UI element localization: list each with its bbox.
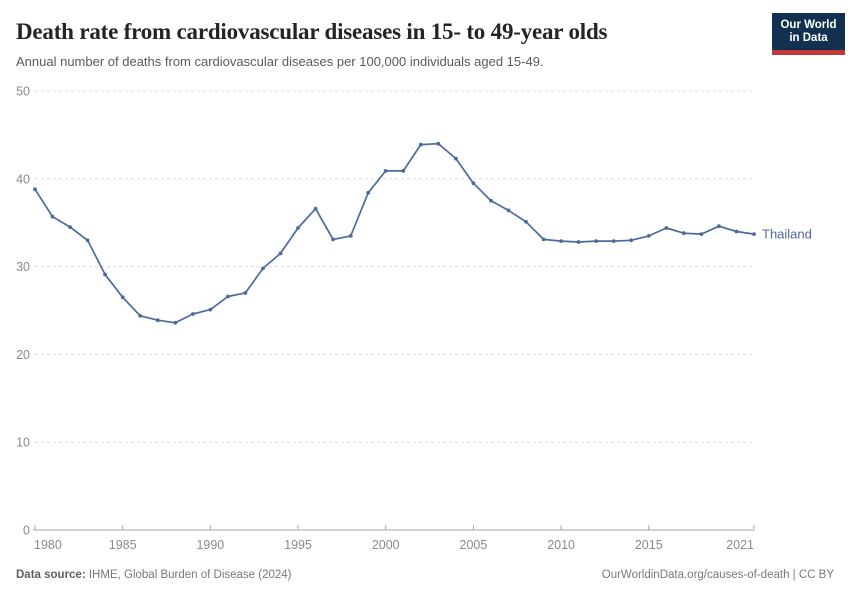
- data-point-marker: [436, 141, 441, 146]
- x-tick-label: 2021: [726, 538, 754, 552]
- series-label: Thailand: [762, 227, 812, 242]
- data-point-marker: [418, 142, 423, 147]
- owid-logo-line-1: Our World: [780, 19, 837, 31]
- data-point-marker: [296, 226, 300, 230]
- data-point-marker: [717, 224, 721, 229]
- x-tick-label: 2015: [635, 538, 663, 552]
- data-point-marker: [576, 240, 581, 244]
- data-point-marker: [366, 190, 371, 195]
- y-tick-label: 10: [16, 436, 30, 450]
- data-point-marker: [682, 231, 686, 236]
- data-point-marker: [243, 291, 248, 295]
- data-point-marker: [85, 238, 90, 243]
- data-point-marker: [594, 239, 599, 244]
- data-point-marker: [734, 229, 739, 234]
- data-point-marker: [383, 169, 388, 173]
- data-point-marker: [261, 266, 265, 271]
- x-tick-label: 2000: [372, 538, 400, 552]
- data-point-marker: [524, 219, 528, 224]
- chart-footer: Data source: IHME, Global Burden of Dise…: [16, 569, 834, 581]
- data-source-text: IHME, Global Burden of Disease (2024): [85, 569, 292, 581]
- data-point-marker: [226, 294, 230, 299]
- owid-logo[interactable]: Our World in Data: [772, 13, 845, 55]
- data-point-marker: [629, 238, 634, 243]
- x-tick-label: 1985: [109, 538, 137, 552]
- data-point-marker: [103, 272, 107, 277]
- x-tick-label: 1995: [284, 538, 312, 552]
- data-point-marker: [331, 237, 335, 242]
- data-point-marker: [348, 234, 353, 238]
- data-point-marker: [752, 232, 756, 237]
- data-point-marker: [646, 234, 651, 238]
- data-point-marker: [120, 295, 125, 300]
- x-tick-label: 2005: [460, 538, 488, 552]
- owid-logo-line-2: in Data: [789, 32, 828, 44]
- y-tick-label: 50: [16, 85, 30, 99]
- chart-subtitle: Annual number of deaths from cardiovascu…: [16, 54, 544, 69]
- data-point-marker: [173, 320, 178, 325]
- data-point-marker: [155, 318, 160, 323]
- data-point-marker: [401, 169, 406, 173]
- data-source: Data source: IHME, Global Burden of Dise…: [16, 569, 292, 581]
- footer-citation-link[interactable]: OurWorldinData.org/causes-of-death | CC …: [601, 569, 834, 581]
- data-point-marker: [471, 181, 476, 186]
- data-point-marker: [489, 198, 493, 203]
- x-tick-label: 2010: [547, 538, 575, 552]
- page-title: Death rate from cardiovascular diseases …: [16, 19, 608, 44]
- data-point-marker: [138, 313, 143, 318]
- y-tick-label: 0: [23, 524, 30, 538]
- series-line[interactable]: [34, 142, 755, 324]
- y-tick-label: 20: [16, 348, 30, 362]
- data-point-marker: [541, 237, 546, 242]
- data-point-marker: [190, 312, 195, 316]
- data-source-label: Data source:: [16, 569, 86, 581]
- y-tick-label: 30: [16, 260, 30, 274]
- data-point-marker: [559, 239, 563, 244]
- data-point-marker: [50, 214, 55, 219]
- data-point-marker: [278, 251, 283, 256]
- data-point-marker: [454, 156, 458, 161]
- data-point-marker: [611, 239, 616, 244]
- data-point-marker: [699, 232, 704, 237]
- data-point-marker: [506, 208, 511, 213]
- x-tick-label: 1990: [196, 538, 224, 552]
- data-point-marker: [664, 226, 669, 230]
- y-tick-label: 40: [16, 172, 30, 186]
- data-point-marker: [68, 225, 72, 230]
- data-point-marker: [33, 187, 37, 192]
- x-tick-label: 1980: [34, 538, 62, 552]
- data-point-marker: [313, 206, 318, 211]
- data-point-marker: [208, 307, 213, 312]
